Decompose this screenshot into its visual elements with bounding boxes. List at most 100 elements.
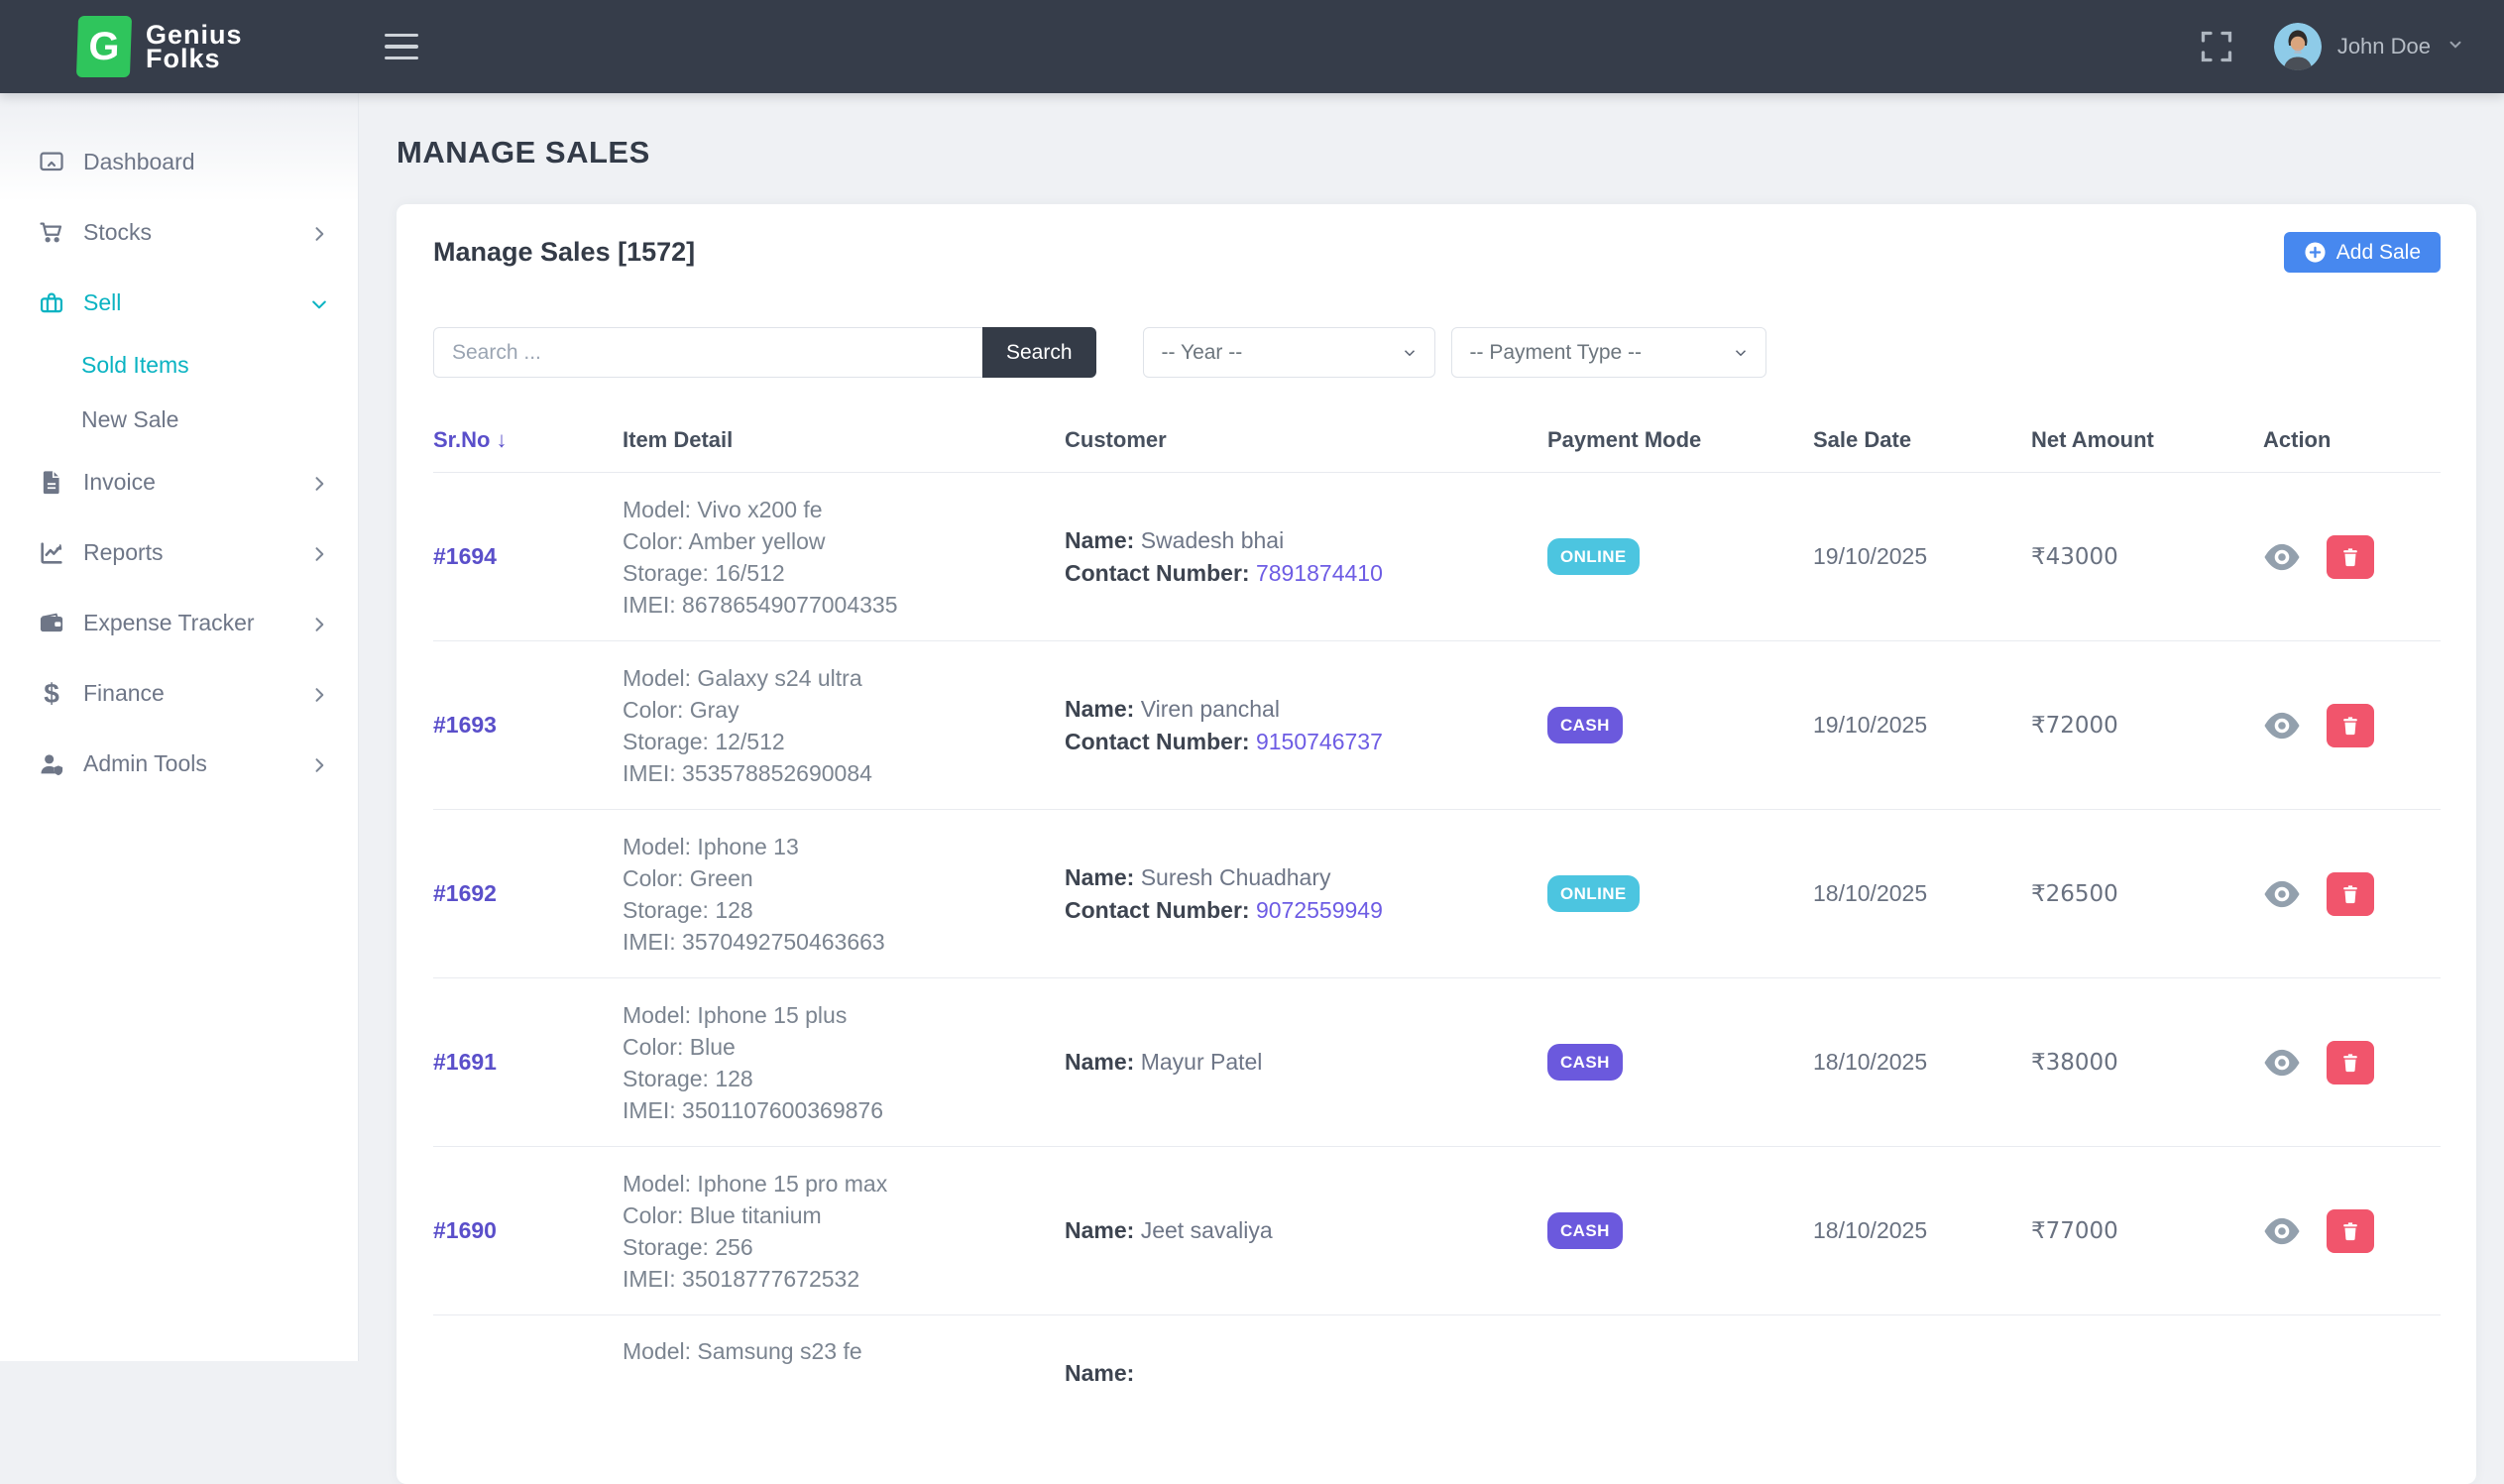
sale-date: 19/10/2025 — [1813, 712, 1928, 738]
chevron-right-icon — [309, 684, 329, 704]
sidebar-item-expense-tracker[interactable]: Expense Tracker — [0, 588, 358, 658]
user-menu[interactable]: John Doe — [2273, 23, 2464, 70]
sidebar-item-reports[interactable]: Reports — [0, 517, 358, 588]
delete-sale-button[interactable] — [2327, 871, 2374, 916]
delete-sale-button[interactable] — [2327, 1040, 2374, 1084]
chevron-down-icon — [1404, 349, 1415, 356]
chevron-right-icon — [309, 543, 329, 563]
item-color: Color: Blue — [623, 1033, 736, 1060]
year-select[interactable]: -- Year -- — [1142, 327, 1435, 378]
chevron-down-icon — [1735, 349, 1746, 356]
item-detail: Model: Vivo x200 fe Color: Amber yellow … — [623, 494, 1065, 621]
delete-sale-button[interactable] — [2327, 534, 2374, 579]
sale-id-link[interactable]: #1693 — [433, 712, 497, 738]
chevron-right-icon — [309, 614, 329, 633]
customer-cell: Name: Swadesh bhai Contact Number: 78918… — [1065, 524, 1547, 590]
brand-line1: Genius — [146, 20, 243, 50]
sidebar-item-dashboard[interactable]: Dashboard — [0, 127, 358, 197]
contact-number-link[interactable]: 9150746737 — [1255, 728, 1383, 754]
search-input[interactable] — [433, 327, 982, 378]
customer-name-label: Name: — [1065, 1360, 1135, 1386]
column-header-srno[interactable]: Sr.No ↓ — [433, 426, 508, 452]
briefcase-icon — [38, 289, 65, 317]
sale-date: 18/10/2025 — [1813, 1217, 1928, 1243]
sale-id-link[interactable]: #1694 — [433, 543, 497, 569]
table-header: Sr.No ↓ Item Detail Customer Payment Mod… — [433, 407, 2441, 473]
sidebar-item-stocks[interactable]: Stocks — [0, 197, 358, 268]
item-storage: Storage: 256 — [623, 1233, 753, 1260]
invoice-icon — [38, 469, 65, 497]
item-model: Model: Vivo x200 fe — [623, 496, 823, 522]
customer-cell: Name: Viren panchal Contact Number: 9150… — [1065, 693, 1547, 758]
user-shield-icon — [38, 750, 65, 778]
customer-cell: Name: — [1065, 1315, 1547, 1390]
item-imei: IMEI: 353578852690084 — [623, 759, 872, 786]
customer-name: Swadesh bhai — [1140, 526, 1285, 553]
item-detail: Model: Iphone 15 pro max Color: Blue tit… — [623, 1168, 1065, 1295]
item-model: Model: Iphone 13 — [623, 833, 799, 859]
customer-name: Mayur Patel — [1140, 1049, 1263, 1075]
item-color: Color: Blue titanium — [623, 1201, 822, 1228]
contact-number-link[interactable]: 9072559949 — [1255, 896, 1383, 923]
brand-logo[interactable]: G Genius Folks — [0, 16, 359, 77]
payment-mode-badge: CASH — [1547, 707, 1623, 743]
view-sale-icon[interactable] — [2263, 543, 2301, 571]
sale-id-link[interactable]: #1691 — [433, 1049, 497, 1075]
add-sale-button[interactable]: Add Sale — [2283, 232, 2441, 273]
delete-sale-button[interactable] — [2327, 703, 2374, 747]
column-header-action: Action — [2263, 426, 2332, 452]
action-cell — [2263, 1208, 2441, 1253]
manage-sales-card: Manage Sales [1572] Add Sale Search -- Y… — [397, 204, 2476, 1484]
sale-id-link[interactable]: #1690 — [433, 1217, 497, 1243]
payment-mode-badge: ONLINE — [1547, 875, 1640, 912]
item-imei: IMEI: 3570492750463663 — [623, 928, 885, 955]
fullscreen-icon[interactable] — [2199, 29, 2234, 64]
sidebar-item-admin-tools[interactable]: Admin Tools — [0, 729, 358, 799]
dashboard-icon — [38, 149, 65, 176]
sidebar: Dashboard Stocks Sell — [0, 93, 359, 1361]
view-sale-icon[interactable] — [2263, 712, 2301, 740]
main-content: MANAGE SALES Manage Sales [1572] Add Sal… — [359, 93, 2504, 1484]
sale-id-link[interactable]: #1692 — [433, 880, 497, 906]
column-header-payment-mode: Payment Mode — [1547, 426, 1702, 452]
net-amount: ₹72000 — [2031, 712, 2118, 739]
item-model: Model: Iphone 15 plus — [623, 1001, 848, 1028]
sidebar-item-finance[interactable]: $ Finance — [0, 658, 358, 729]
contact-number-link[interactable]: 7891874410 — [1255, 559, 1383, 586]
search-button[interactable]: Search — [982, 327, 1096, 378]
dollar-icon: $ — [44, 677, 59, 709]
cart-icon — [38, 219, 65, 247]
item-imei: IMEI: 3501107600369876 — [623, 1096, 884, 1123]
item-storage: Storage: 12/512 — [623, 728, 785, 754]
action-cell — [2263, 703, 2441, 747]
item-color: Color: Amber yellow — [623, 527, 826, 554]
item-storage: Storage: 128 — [623, 1065, 753, 1091]
trash-icon — [2343, 1221, 2357, 1240]
table-row: #1694 Model: Vivo x200 fe Color: Amber y… — [433, 473, 2441, 641]
item-detail: Model: Galaxy s24 ultra Color: Gray Stor… — [623, 662, 1065, 789]
payment-mode-badge: CASH — [1547, 1044, 1623, 1081]
customer-cell: Name: Suresh Chuadhary Contact Number: 9… — [1065, 861, 1547, 927]
sidebar-item-invoice[interactable]: Invoice — [0, 447, 358, 517]
view-sale-icon[interactable] — [2263, 1217, 2301, 1245]
sidebar-item-label: Sell — [83, 289, 122, 315]
sale-date: 18/10/2025 — [1813, 1049, 1928, 1075]
menu-toggle-icon[interactable] — [385, 27, 424, 66]
sidebar-subitem-label: Sold Items — [81, 352, 189, 378]
view-sale-icon[interactable] — [2263, 880, 2301, 908]
item-color: Color: Green — [623, 864, 753, 891]
contact-number-label: Contact Number: — [1065, 896, 1250, 923]
brand-name: Genius Folks — [146, 20, 243, 72]
sidebar-item-sell[interactable]: Sell — [0, 268, 358, 338]
view-sale-icon[interactable] — [2263, 1049, 2301, 1077]
net-amount: ₹38000 — [2031, 1049, 2118, 1076]
sale-date: 19/10/2025 — [1813, 543, 1928, 569]
sidebar-item-sold-items[interactable]: Sold Items — [0, 338, 358, 393]
payment-type-select[interactable]: -- Payment Type -- — [1450, 327, 1766, 378]
delete-sale-button[interactable] — [2327, 1208, 2374, 1253]
sidebar-item-new-sale[interactable]: New Sale — [0, 393, 358, 447]
sort-desc-icon: ↓ — [496, 426, 508, 452]
trash-icon — [2343, 884, 2357, 903]
customer-name: Suresh Chuadhary — [1140, 863, 1331, 890]
sale-date: 18/10/2025 — [1813, 880, 1928, 906]
